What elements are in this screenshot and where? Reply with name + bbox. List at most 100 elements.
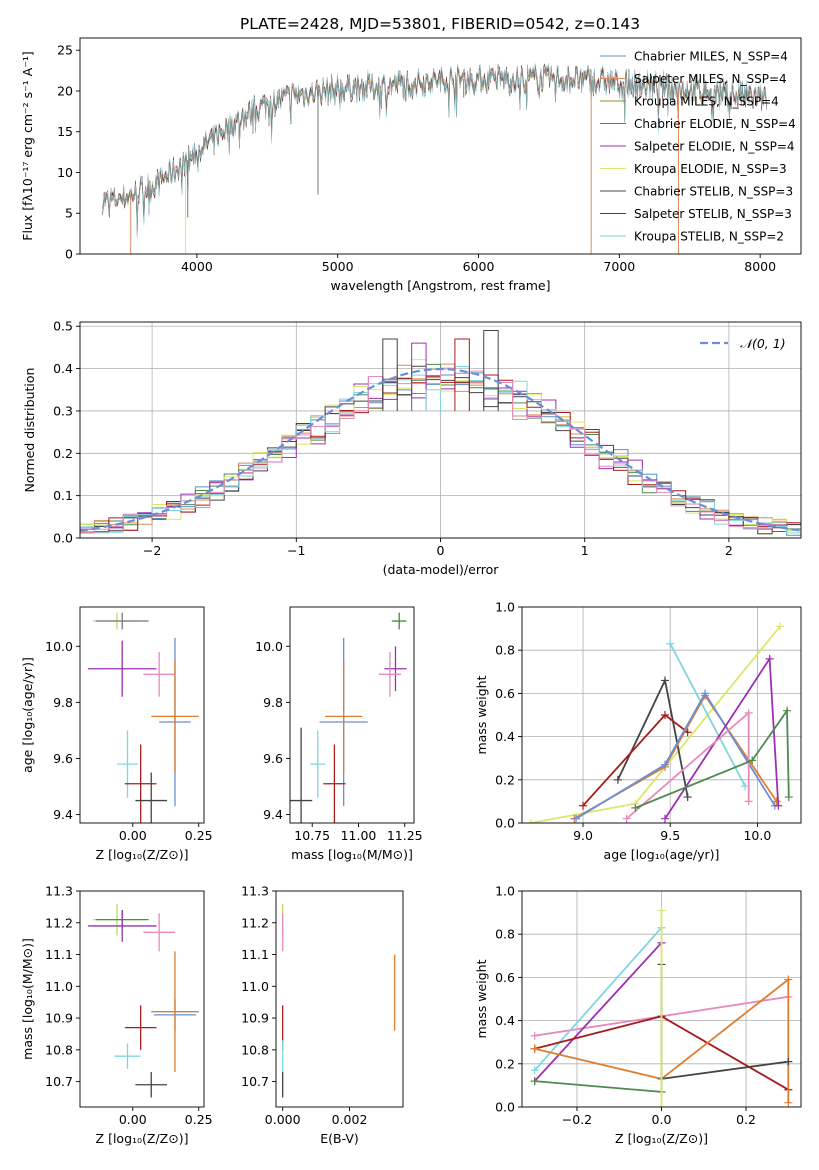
legend-label: Salpeter MILES, N_SSP=4 <box>634 72 787 86</box>
weight-marker <box>744 708 753 717</box>
weight-marker <box>631 803 640 812</box>
y-tick-label: 9.8 <box>263 695 283 710</box>
legend-label: Kroupa MILES, N_SSP=4 <box>634 95 779 109</box>
y-tick-label: 10.0 <box>45 639 73 654</box>
weight-marker <box>784 793 793 802</box>
y-tick-label: 10 <box>57 165 73 180</box>
y-tick-label: 25 <box>57 43 73 58</box>
weight-marker <box>657 1103 666 1107</box>
y-tick-label: 11.1 <box>45 947 73 962</box>
legend-label: Chabrier ELODIE, N_SSP=4 <box>634 117 796 131</box>
y-tick-label: 0.4 <box>53 361 73 376</box>
axes-frame <box>275 890 404 1108</box>
weight-line <box>534 1078 663 1093</box>
x-tick-label: 0.000 <box>265 1112 301 1127</box>
weight-marker <box>701 689 710 698</box>
y-tick-label: 10.9 <box>241 1011 269 1026</box>
x-axis-label: mass [log₁₀(M/M⊙)] <box>291 847 413 862</box>
weight-marker <box>765 654 774 663</box>
plot-area <box>102 63 767 254</box>
x-tick-label: 7000 <box>603 259 635 274</box>
spectrum-panel: 4000 5000 6000 7000 8000 0 5 10 15 20 25 wavelength… <box>20 37 802 293</box>
y-tick-label: 10.7 <box>241 1074 269 1089</box>
spectrum-line <box>102 63 767 239</box>
histogram-peak-bin <box>411 342 427 411</box>
y-axis-label: Normed distribution <box>22 368 37 493</box>
y-tick-label: 9.6 <box>263 751 283 766</box>
y-tick-label: 11.3 <box>241 884 269 899</box>
weight-line <box>664 656 780 820</box>
weight-marker <box>774 801 783 810</box>
weight-marker <box>784 1098 793 1107</box>
y-tick-label: 11.0 <box>241 979 269 994</box>
x-tick-label: 6000 <box>463 259 495 274</box>
y-tick-label: 1.0 <box>495 884 515 899</box>
histogram-peak-bin <box>382 338 398 411</box>
y-tick-label: 0.6 <box>495 686 515 701</box>
y-tick-label: 9.6 <box>53 751 73 766</box>
weight-marker <box>660 760 669 769</box>
y-tick-label: 11.0 <box>45 979 73 994</box>
y-tick-label: 0.0 <box>495 816 515 831</box>
weight-marker <box>526 819 535 823</box>
x-tick-label: 1 <box>581 543 589 558</box>
residuals-panel: −2 −1 0 1 2 0.0 0.1 0.2 0.3 0.4 0.5 (data-model)/er… <box>22 319 802 577</box>
y-tick-label: 0.2 <box>495 772 515 787</box>
y-tick-label: 0.4 <box>495 1013 515 1028</box>
weight-marker <box>660 814 669 823</box>
x-tick-label: 2 <box>725 543 733 558</box>
plot-area <box>87 903 199 1098</box>
y-tick-label: 5 <box>65 206 73 221</box>
weight-marker <box>772 797 781 806</box>
weight-marker <box>530 1031 539 1040</box>
y-axis-label: Flux [fλ10⁻¹⁷ erg cm⁻² s⁻¹ A⁻¹] <box>20 51 35 240</box>
weight-marker <box>613 775 622 784</box>
x-tick-label: 9.5 <box>660 828 680 843</box>
weight-marker <box>530 1066 539 1075</box>
y-axis-label: mass weight <box>474 675 489 754</box>
plot-area <box>526 622 793 823</box>
y-tick-label: 20 <box>57 83 73 98</box>
y-axis-label: mass [log₁₀(M/M⊙)] <box>20 938 35 1060</box>
y-tick-label: 0.1 <box>53 488 73 503</box>
axes-frame <box>521 606 802 824</box>
x-tick-label: 10.0 <box>743 828 771 843</box>
plot-area <box>530 906 793 1107</box>
mass-weight-vs-age-panel: 9.0 9.5 10.0 0.0 0.2 0.4 0.6 0.8 1.0 age [log₁₀(a… <box>474 600 802 862</box>
legend-label: 𝒩(0, 1) <box>740 336 786 351</box>
y-tick-label: 9.8 <box>53 695 73 710</box>
legend-label: Chabrier STELIB, N_SSP=3 <box>634 185 793 199</box>
x-tick-label: 0.2 <box>736 1112 756 1127</box>
x-tick-label: −1 <box>287 543 305 558</box>
x-axis-label: Z [log₁₀(Z/Z⊙)] <box>615 1131 708 1146</box>
x-tick-label: 0 <box>437 543 445 558</box>
y-tick-label: 0.8 <box>495 927 515 942</box>
spectrum-legend: Chabrier MILES, N_SSP=4 Salpeter MILES, N… <box>600 50 796 244</box>
x-axis-label: Z [log₁₀(Z/Z⊙)] <box>96 847 189 862</box>
x-tick-label: 8000 <box>744 259 776 274</box>
x-tick-label: 9.0 <box>573 828 593 843</box>
histogram-peak-bin <box>425 389 441 411</box>
x-axis-label: age [log₁₀(age/yr)] <box>604 847 720 862</box>
y-tick-label: 0.3 <box>53 403 73 418</box>
x-tick-label: 5000 <box>322 259 354 274</box>
y-axis-label: age [log₁₀(age/yr)] <box>20 657 35 773</box>
weight-line <box>534 927 663 1071</box>
spectrum-title: PLATE=2428, MJD=53801, FIBERID=0542, z=0… <box>240 15 640 33</box>
y-tick-label: 0.0 <box>495 1100 515 1115</box>
plot-area <box>87 612 199 823</box>
weight-marker <box>776 622 785 631</box>
legend-label: Kroupa ELODIE, N_SSP=3 <box>634 162 787 176</box>
x-axis-label: wavelength [Angstrom, rest frame] <box>330 278 550 293</box>
x-tick-label: 0.25 <box>185 1112 213 1127</box>
plot-area <box>282 903 396 1098</box>
y-tick-label: 10.0 <box>255 639 283 654</box>
y-tick-label: 0.8 <box>495 643 515 658</box>
legend-label: Salpeter STELIB, N_SSP=3 <box>634 207 792 221</box>
mass-weight-vs-metallicity-panel: −0.2 0.0 0.2 0.0 0.2 0.4 0.6 0.8 1.0 Z [log₁₀(Z/Z… <box>474 884 802 1146</box>
weight-marker <box>660 711 669 719</box>
y-tick-label: 0.5 <box>53 319 73 334</box>
histogram-series <box>80 367 801 538</box>
histogram-peak-bin <box>454 338 470 411</box>
